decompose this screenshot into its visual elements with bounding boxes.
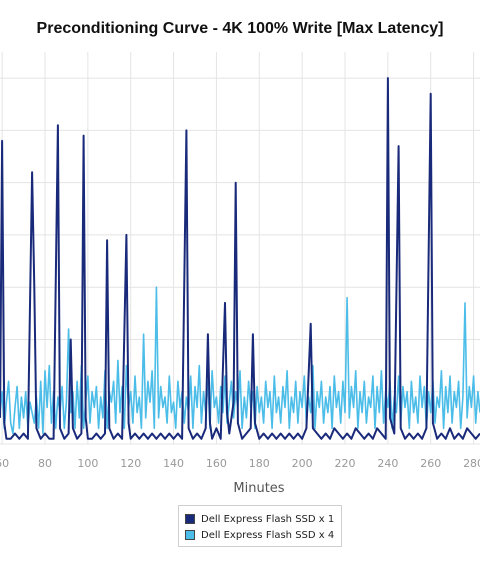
chart-title: Preconditioning Curve - 4K 100% Write [M…: [36, 20, 444, 37]
x-axis-label: Minutes: [233, 481, 284, 496]
x-tick-label-7: 200: [292, 457, 313, 470]
series-layer: [0, 77, 480, 440]
legend-label-series-2: Dell Express Flash SSD x 4: [201, 529, 335, 541]
series-line-1: [0, 77, 480, 440]
legend-label-series-1: Dell Express Flash SSD x 1: [201, 513, 335, 525]
legend-item-series-2[interactable]: Dell Express Flash SSD x 4: [185, 528, 334, 542]
legend-item-series-1[interactable]: Dell Express Flash SSD x 1: [185, 512, 334, 526]
x-tick-label-10: 260: [420, 457, 441, 470]
x-tick-label-5: 160: [206, 457, 227, 470]
x-tick-label-2: 100: [77, 457, 98, 470]
x-tick-labels: 60 80 100 120 140 160 180 200 220 240 260 280: [0, 457, 480, 470]
x-tick-label-4: 140: [163, 457, 184, 470]
x-tick-label-1: 80: [38, 457, 52, 470]
x-tick-label-0: 60: [0, 457, 9, 470]
legend: Dell Express Flash SSD x 1 Dell Express …: [178, 505, 342, 547]
x-tick-label-3: 120: [120, 457, 141, 470]
legend-swatch-series-2: [185, 530, 195, 540]
legend-swatch-series-1: [185, 514, 195, 524]
x-tick-label-9: 240: [377, 457, 398, 470]
x-tick-label-11: 280: [463, 457, 480, 470]
x-tick-label-8: 220: [335, 457, 356, 470]
x-tick-label-6: 180: [249, 457, 270, 470]
